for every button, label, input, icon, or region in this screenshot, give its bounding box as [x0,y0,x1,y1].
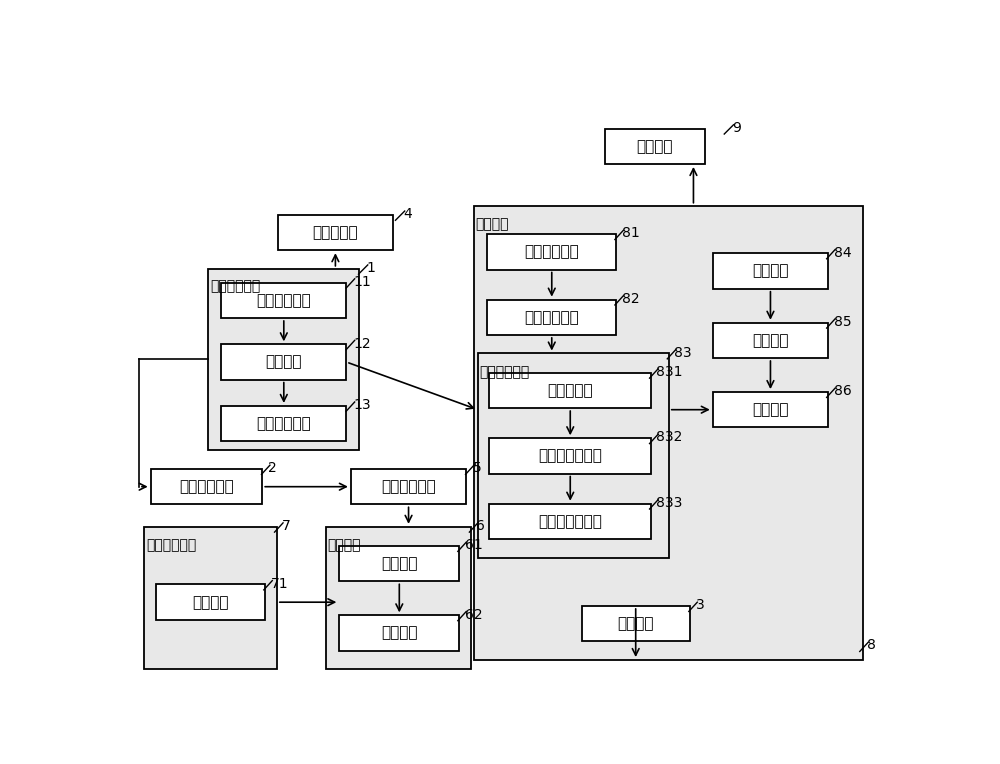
Text: 11: 11 [353,275,371,289]
Text: 83: 83 [674,346,692,360]
Text: 暂存单元: 暂存单元 [381,556,418,571]
Bar [478,354,669,558]
Text: 射频读取装置: 射频读取装置 [381,479,436,494]
Text: 模型优化单元: 模型优化单元 [479,365,530,379]
Text: 6: 6 [476,519,485,533]
Text: 2: 2 [268,461,277,475]
Bar [156,584,265,620]
Text: 82: 82 [622,292,639,306]
Text: 81: 81 [622,226,640,241]
Text: 匹配单元: 匹配单元 [752,333,789,348]
Text: 废物收集模块: 废物收集模块 [210,279,260,293]
Text: 验证单元: 验证单元 [192,594,229,610]
Text: 832: 832 [656,430,683,445]
Text: 暂存装置: 暂存装置 [328,539,361,552]
Text: 体积检测单元: 体积检测单元 [256,293,311,308]
Text: 云端平台: 云端平台 [476,217,509,231]
Bar [582,606,690,642]
Text: 轨迹生成单元: 轨迹生成单元 [524,244,579,259]
Text: 84: 84 [834,246,851,260]
Bar [487,234,616,270]
Bar [351,469,466,504]
Text: 射频识别标签: 射频识别标签 [179,479,234,494]
Bar [339,615,459,651]
Text: 85: 85 [834,315,851,329]
Text: 86: 86 [834,384,851,398]
Text: 12: 12 [353,336,371,351]
Text: 831: 831 [656,365,683,379]
Text: 62: 62 [465,607,482,622]
Bar [489,439,651,474]
Text: 指令生成子单元: 指令生成子单元 [538,448,602,464]
Text: 存储单元: 存储单元 [752,264,789,279]
Text: 3: 3 [696,598,705,612]
Bar [221,345,346,380]
Text: 8: 8 [867,639,876,652]
Text: 转运机器人: 转运机器人 [313,225,358,240]
Text: 模型优化子单元: 模型优化子单元 [538,514,602,529]
Text: 833: 833 [656,496,683,510]
Bar [144,526,277,669]
Bar [489,503,651,539]
Text: 计算子单元: 计算子单元 [547,383,593,398]
Text: 4: 4 [403,207,412,222]
Bar [221,283,346,318]
Bar [208,269,358,450]
Text: 报警单元: 报警单元 [752,402,789,417]
Bar [489,373,651,408]
Text: 13: 13 [353,398,371,412]
Text: 1: 1 [366,261,375,275]
Bar [605,128,705,164]
Bar [713,254,828,289]
Bar [278,215,393,251]
Bar [713,392,828,427]
Bar [326,526,471,669]
Text: 出库验证模块: 出库验证模块 [146,539,196,552]
Text: 定位模块: 定位模块 [617,617,654,631]
Bar [713,322,828,358]
Bar [339,546,459,581]
Text: 数据生成单元: 数据生成单元 [256,416,311,431]
Bar [221,406,346,442]
Bar [474,206,863,660]
Bar [151,469,262,504]
Text: 7: 7 [282,519,290,533]
Bar [487,299,616,335]
Text: 5: 5 [472,461,481,475]
Text: 封装单元: 封装单元 [266,354,302,370]
Text: 71: 71 [271,577,288,591]
Text: 61: 61 [465,539,483,552]
Text: 出库单元: 出库单元 [381,626,418,640]
Text: 报警模块: 报警模块 [637,139,673,154]
Text: 9: 9 [732,121,741,135]
Text: 模型生成单元: 模型生成单元 [524,309,579,325]
